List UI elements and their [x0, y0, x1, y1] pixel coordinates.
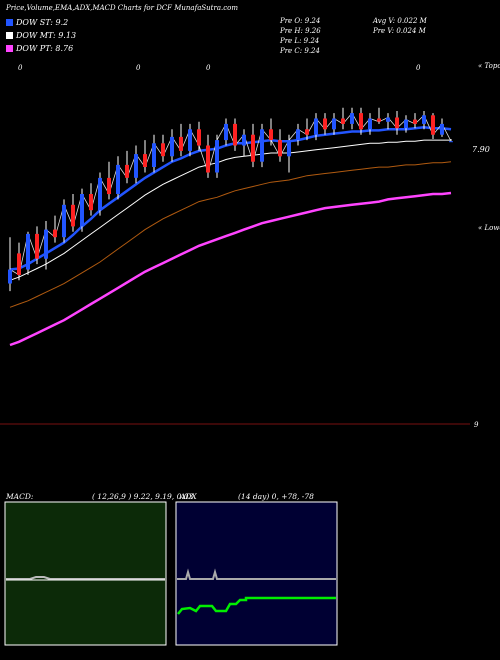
macd-params: ( 12,26,9 ) 9.22, 9.19, 0.03: [92, 492, 194, 501]
candle-body: [152, 143, 156, 167]
candle-body: [368, 118, 372, 130]
avg-volume: Avg V: 0.022 M: [373, 17, 427, 25]
prev-close: Pre C: 9.24: [280, 47, 320, 55]
small-mark-1: 0: [18, 64, 23, 72]
candle-body: [359, 113, 363, 130]
candle-body: [296, 129, 300, 141]
candle-body: [287, 140, 291, 157]
candle-body: [314, 118, 318, 135]
candle-body: [116, 164, 120, 194]
candle-body: [17, 253, 21, 275]
candle-body: [269, 129, 273, 141]
candle-body: [206, 145, 210, 173]
candle-body: [449, 141, 453, 143]
candle-body: [323, 118, 327, 130]
candle-body: [179, 136, 183, 151]
prev-high: Pre H: 9.26: [280, 27, 321, 35]
candle-body: [251, 134, 255, 162]
close-price-line: [9, 112, 452, 276]
candle-body: [395, 117, 399, 129]
candle-body: [377, 118, 381, 122]
ema-brown-line: [9, 161, 452, 308]
adx-label: ADX: [180, 492, 197, 501]
candle-body: [350, 113, 354, 124]
legend-swatch-st: [6, 19, 13, 26]
legend-dow-pt: DOW PT: 8.76: [6, 44, 73, 53]
volume-tick: 9: [474, 421, 479, 429]
close-price-series: [9, 112, 452, 276]
candle-body: [404, 119, 408, 129]
candle-body: [305, 129, 309, 135]
candles: [8, 107, 453, 292]
legend-dow-mt: DOW MT: 9.13: [6, 31, 76, 40]
ema-short-line: [9, 125, 452, 271]
candle-body: [215, 140, 219, 173]
small-mark-3: 0: [206, 64, 211, 72]
legend-swatch-pt: [6, 45, 13, 52]
legend-dow-st: DOW ST: 9.2: [6, 18, 68, 27]
adx-panel-bg: [175, 501, 338, 646]
candle-body: [143, 154, 147, 167]
ema-long-series: [9, 191, 452, 347]
candle-body: [8, 269, 12, 284]
ema-mid-series: [9, 139, 451, 281]
prev-low: Pre L: 9.24: [280, 37, 320, 45]
legend-swatch-mt: [6, 32, 13, 39]
candle-body: [26, 233, 30, 270]
candle-body: [341, 118, 345, 124]
ema-brown-series: [9, 161, 452, 308]
candle-body: [422, 115, 426, 124]
ema-short-series: [9, 125, 452, 271]
candle-body: [188, 129, 192, 151]
candle-body: [170, 136, 174, 157]
topo-label: « Topo: [478, 62, 500, 70]
candle-body: [332, 118, 336, 130]
prev-volume: Pre V: 0.024 M: [373, 27, 426, 35]
candle-body: [62, 204, 66, 238]
macd-line: [6, 576, 165, 580]
candle-body: [233, 123, 237, 146]
candle-body: [224, 123, 228, 141]
adx-grey-line: [177, 568, 336, 580]
candle-body: [413, 119, 417, 124]
small-mark-2: 0: [136, 64, 141, 72]
candle-body: [53, 229, 57, 238]
candle-body: [260, 129, 264, 162]
candle-body: [197, 129, 201, 146]
ema-mid-line: [9, 139, 451, 281]
price-chart: [0, 107, 470, 425]
ema-long-line: [9, 191, 452, 347]
lower-label: « Lower: [478, 224, 500, 232]
price-tag: 7.90: [472, 145, 490, 154]
small-mark-4: 0: [416, 64, 421, 72]
candle-body: [98, 177, 102, 211]
candle-body: [386, 117, 390, 122]
candle-body: [107, 177, 111, 195]
candle-body: [440, 123, 444, 135]
candle-body: [161, 143, 165, 157]
candle-body: [278, 140, 282, 157]
macd-label: MACD:: [6, 492, 34, 501]
candle-body: [71, 204, 75, 227]
adx-params: (14 day) 0, +78, -78: [238, 492, 314, 501]
candle-body: [80, 194, 84, 227]
candle-body: [242, 134, 246, 146]
candle-body: [89, 194, 93, 211]
candle-body: [44, 229, 48, 259]
candle-body: [125, 164, 129, 178]
candle-body: [431, 115, 435, 135]
adx-green-line: [177, 596, 336, 615]
prev-open: Pre O: 9.24: [280, 17, 321, 25]
macd-panel-bg: [4, 501, 167, 646]
candle-body: [35, 233, 39, 259]
chart-title: Price,Volume,EMA,ADX,MACD Charts for DCF…: [6, 4, 239, 12]
candle-body: [134, 154, 138, 178]
